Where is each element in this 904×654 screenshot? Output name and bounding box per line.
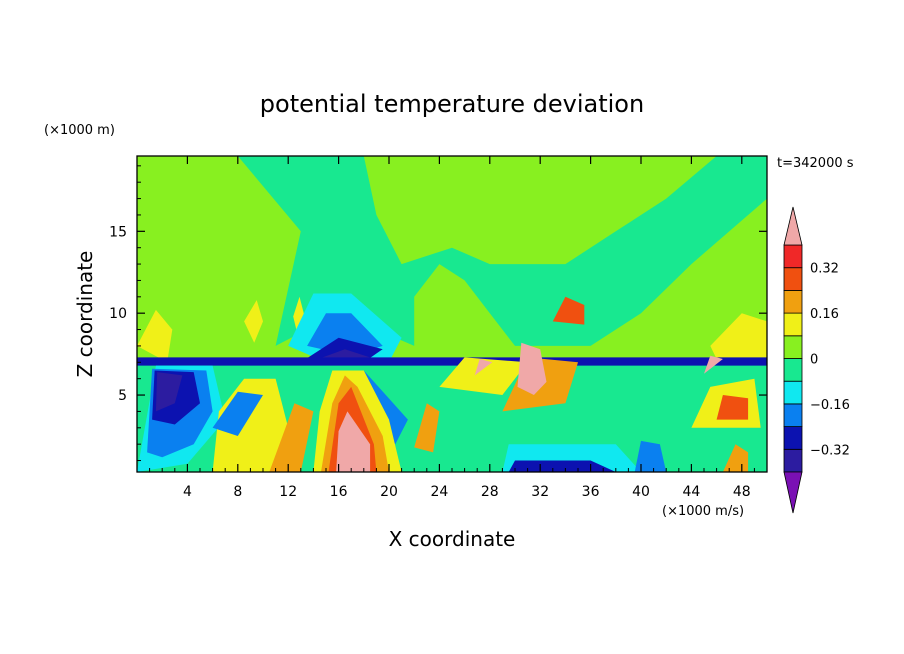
y-tick-label: 15: [109, 224, 127, 240]
contour-region: [137, 309, 173, 363]
x-tick-label: 12: [279, 484, 297, 500]
x-tick-label: 20: [380, 484, 398, 500]
x-tick-label: 40: [632, 484, 650, 500]
colorbar-segment: [783, 380, 803, 405]
colorbar-segment: [783, 289, 803, 314]
contour-region: [155, 372, 183, 412]
contour-region: [336, 411, 371, 472]
y-axis: 5 10 15: [109, 165, 767, 462]
colorbar-segment: [783, 426, 803, 450]
x-axis-unit: (×1000 m/s): [662, 504, 744, 519]
y-tick-label: 5: [118, 388, 127, 404]
y-axis-label: Z coordinate: [73, 251, 97, 378]
colorbar-extend-min: [783, 471, 803, 514]
colorbar-extend-max: [783, 206, 803, 246]
colorbar-label: 0.32: [810, 262, 839, 277]
x-tick-label: 36: [582, 484, 600, 500]
contour-region: [212, 391, 263, 436]
contour-region: [517, 342, 547, 395]
colorbar-segment: [783, 358, 803, 382]
x-axis-label: X coordinate: [389, 527, 516, 551]
y-tick-label: 10: [109, 306, 127, 322]
colorbar-segment: [783, 403, 803, 427]
x-tick-label: 32: [531, 484, 549, 500]
contour-region: [439, 357, 528, 395]
colorbar-segment: [783, 244, 803, 269]
contour-region: [137, 357, 767, 366]
contour-region: [710, 313, 767, 359]
contour-region: [508, 460, 616, 472]
time-label: t=342000 s: [777, 156, 854, 171]
colorbar-label: −0.16: [810, 398, 850, 413]
contour-region: [704, 355, 723, 374]
colorbar: 0.32 0.16 0 −0.16 −0.32: [783, 206, 850, 514]
colorbar-label: 0: [810, 353, 818, 368]
x-tick-label: 48: [733, 484, 751, 500]
contour-region: [244, 300, 263, 343]
y-axis-unit: (×1000 m): [44, 123, 115, 138]
x-tick-label: 16: [330, 484, 348, 500]
x-tick-label: 4: [183, 484, 192, 500]
contour-region: [634, 440, 667, 472]
contour-field: [137, 156, 767, 472]
contour-region: [474, 359, 493, 376]
colorbar-segment: [783, 267, 803, 291]
contour-region: [269, 403, 314, 472]
x-tick-label: 28: [481, 484, 499, 500]
contour-region: [237, 156, 767, 346]
colorbar-segment: [783, 335, 803, 359]
contour-region: [293, 296, 305, 338]
x-tick-label: 44: [682, 484, 700, 500]
x-tick-label: 24: [430, 484, 448, 500]
colorbar-label: −0.32: [810, 443, 850, 458]
x-tick-label: 8: [233, 484, 242, 500]
contour-region: [716, 395, 749, 420]
colorbar-segment: [783, 312, 803, 337]
colorbar-label: 0.16: [810, 307, 839, 322]
chart-title: potential temperature deviation: [260, 90, 644, 118]
contour-region: [414, 403, 440, 453]
contour-region: [552, 296, 585, 325]
colorbar-segment: [783, 448, 803, 473]
x-axis: 4 8 12 16 20 24 28 32 36 40 44 48: [149, 156, 755, 500]
